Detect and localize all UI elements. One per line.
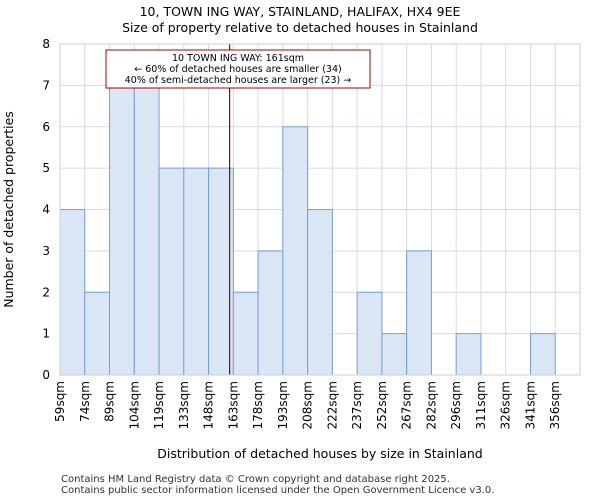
annotation-line-3: 40% of semi-detached houses are larger (… bbox=[125, 75, 352, 86]
x-tick-label: 163sqm bbox=[226, 381, 240, 429]
bar-178sqm bbox=[257, 250, 284, 376]
chart-title: 10, TOWN ING WAY, STAINLAND, HALIFAX, HX… bbox=[139, 4, 461, 19]
annotation-line-1: 10 TOWN ING WAY: 161sqm bbox=[172, 53, 304, 64]
x-tick-label: 237sqm bbox=[350, 381, 364, 429]
x-tick-label: 267sqm bbox=[400, 381, 414, 429]
x-tick-label: 296sqm bbox=[449, 381, 463, 429]
x-axis-label: Distribution of detached houses by size … bbox=[157, 446, 482, 461]
x-tick-label: 133sqm bbox=[177, 381, 191, 429]
x-tick-label: 178sqm bbox=[251, 381, 265, 429]
x-tick-label: 193sqm bbox=[276, 381, 290, 429]
plot-frame bbox=[59, 43, 581, 376]
x-tick-label: 341sqm bbox=[523, 381, 537, 429]
bar-119sqm bbox=[158, 167, 185, 376]
x-tick-label: 208sqm bbox=[301, 381, 315, 429]
y-tick-label: 2 bbox=[42, 285, 50, 299]
bar-89sqm bbox=[109, 84, 135, 376]
bar-237sqm bbox=[356, 291, 383, 376]
bar-252sqm bbox=[381, 333, 408, 376]
x-tick-label: 356sqm bbox=[548, 381, 562, 429]
y-tick-label: 3 bbox=[42, 244, 50, 258]
x-tick-label: 148sqm bbox=[202, 381, 216, 429]
y-tick-label: 5 bbox=[42, 161, 50, 175]
footer-line-1: Contains HM Land Registry data © Crown c… bbox=[61, 474, 450, 485]
bar-74sqm bbox=[84, 291, 111, 376]
y-tick-label: 0 bbox=[42, 368, 50, 382]
y-tick-label: 8 bbox=[42, 37, 50, 51]
y-tick-label: 7 bbox=[42, 78, 50, 92]
x-tick-label: 59sqm bbox=[53, 381, 67, 422]
bar-267sqm bbox=[406, 250, 432, 376]
x-tick-label: 89sqm bbox=[103, 381, 117, 422]
x-tick-label: 104sqm bbox=[127, 381, 141, 429]
bar-163sqm bbox=[232, 291, 259, 376]
annotation-box: 10 TOWN ING WAY: 161sqm ← 60% of detache… bbox=[105, 49, 371, 89]
bar-208sqm bbox=[307, 209, 333, 376]
chart-subtitle: Size of property relative to detached ho… bbox=[122, 20, 478, 35]
y-tick-labels: 0 1 2 3 4 5 6 7 8 bbox=[42, 37, 50, 382]
y-tick-label: 1 bbox=[42, 327, 50, 341]
x-tick-label: 282sqm bbox=[424, 381, 438, 429]
bar-133sqm bbox=[183, 167, 210, 376]
y-tick-label: 6 bbox=[42, 120, 50, 134]
bar-296sqm bbox=[455, 333, 482, 376]
x-tick-label: 311sqm bbox=[474, 381, 488, 429]
x-tick-label: 326sqm bbox=[499, 381, 513, 429]
bar-104sqm bbox=[133, 84, 160, 376]
bar-193sqm bbox=[282, 126, 309, 376]
bar-59sqm bbox=[59, 209, 86, 376]
x-tick-label: 74sqm bbox=[78, 381, 92, 422]
footer-line-2: Contains public sector information licen… bbox=[61, 485, 495, 496]
bar-341sqm bbox=[529, 333, 556, 376]
x-tick-label: 119sqm bbox=[152, 381, 166, 429]
x-tick-labels: 59sqm 74sqm 89sqm 104sqm 119sqm 133sqm 148sqm 1… bbox=[53, 381, 562, 429]
annotation-frame bbox=[105, 49, 371, 89]
y-tick-label: 4 bbox=[42, 203, 50, 217]
annotation-line-2: ← 60% of detached houses are smaller (34… bbox=[134, 64, 341, 75]
x-tick-label: 252sqm bbox=[375, 381, 389, 429]
x-tick-label: 222sqm bbox=[325, 381, 339, 429]
y-axis-label: Number of detached properties bbox=[1, 111, 16, 308]
histogram-chart: 0 1 2 3 4 5 6 7 8 59sqm 74sqm 89sqm 104sqm 119sqm 133… bbox=[1, 37, 581, 461]
